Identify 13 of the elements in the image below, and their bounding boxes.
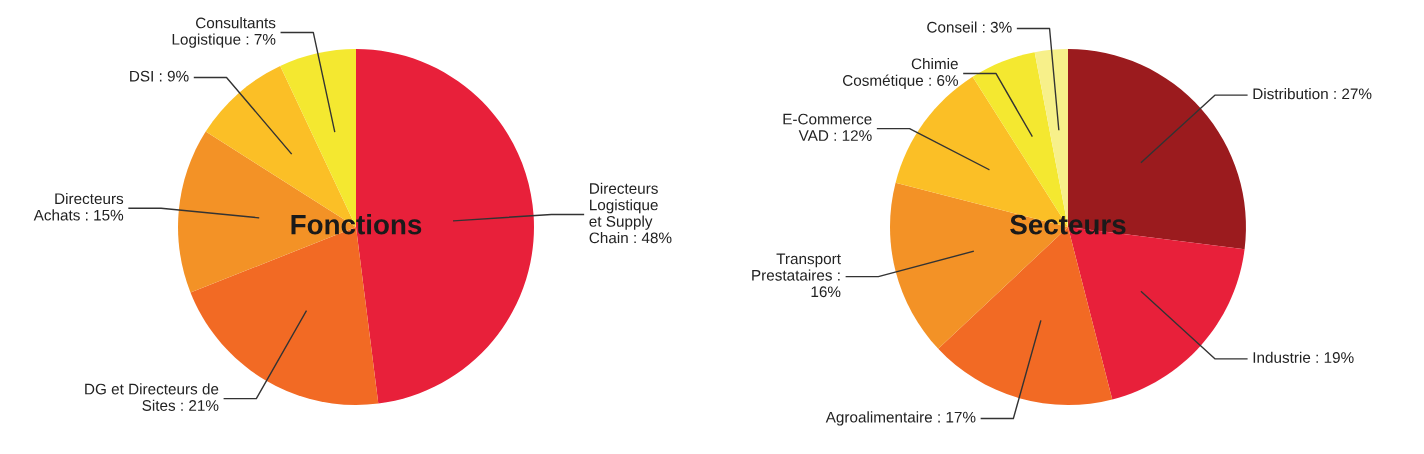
- slice-label: Conseil : 3%: [927, 21, 1012, 33]
- slice-label: DSI : 9%: [130, 70, 189, 82]
- slice-label: Transport Prestataires : 16%: [752, 253, 841, 298]
- slice-label: Distribution : 27%: [1253, 88, 1372, 100]
- slice-label: Consultants Logistique : 7%: [172, 17, 276, 48]
- slice-label: Directeurs Logistique et Supply Chain : 48%: [589, 182, 672, 244]
- slice-label: Industrie : 19%: [1253, 351, 1354, 363]
- slice-label: Agroalimentaire : 17%: [825, 411, 976, 426]
- slice-label: Chimie Cosmétique : 6%: [842, 58, 958, 89]
- slice-label: DG et Directeurs de Sites : 21%: [85, 383, 219, 411]
- slice-label: E-Commerce VAD : 12%: [783, 113, 872, 141]
- slice-label: Directeurs Achats : 15%: [33, 192, 124, 221]
- text: Secteurs: [1010, 214, 1126, 235]
